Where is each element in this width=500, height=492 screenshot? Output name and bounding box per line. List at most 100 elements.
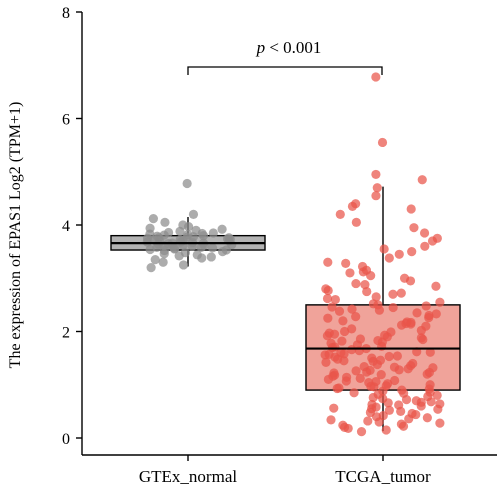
data-point: [323, 285, 333, 296]
data-point: [349, 388, 359, 398]
data-point: [351, 217, 361, 227]
data-point: [356, 427, 367, 437]
data-point: [406, 204, 416, 214]
data-point: [323, 257, 333, 267]
data-point: [341, 258, 351, 268]
data-point: [148, 214, 158, 224]
significance-label: p < 0.001: [256, 38, 322, 57]
data-point: [330, 294, 340, 305]
data-point: [362, 286, 372, 297]
data-point: [420, 241, 430, 251]
data-point: [388, 302, 398, 313]
data-point: [217, 224, 227, 234]
data-point: [150, 255, 160, 265]
data-point: [384, 253, 394, 263]
data-point: [409, 223, 419, 233]
data-point: [396, 406, 406, 416]
data-point: [206, 252, 216, 262]
bracket-line: [187, 66, 383, 75]
data-point: [419, 228, 430, 238]
data-point: [334, 306, 345, 316]
data-point: [175, 226, 185, 236]
data-point: [371, 191, 381, 201]
data-point: [351, 311, 361, 322]
data-point: [341, 376, 351, 386]
data-point: [159, 249, 169, 259]
data-point: [366, 270, 376, 281]
data-point: [330, 342, 340, 352]
data-point: [406, 317, 416, 328]
data-point: [407, 247, 417, 257]
data-point: [371, 72, 381, 82]
data-point: [351, 366, 361, 376]
data-point: [145, 244, 155, 255]
data-point: [198, 231, 209, 241]
data-point: [424, 367, 435, 378]
data-point: [339, 326, 350, 337]
points-layer: [111, 72, 460, 437]
data-point: [338, 316, 348, 326]
data-point: [418, 334, 428, 345]
data-point: [389, 362, 400, 372]
data-point: [398, 421, 409, 431]
data-point: [396, 288, 406, 298]
data-point: [347, 304, 357, 314]
data-point: [431, 281, 441, 291]
data-point: [365, 365, 375, 375]
data-point: [322, 293, 333, 304]
data-point: [411, 409, 421, 420]
data-point: [207, 243, 218, 253]
x-category-label: TCGA_tumor: [335, 467, 431, 486]
data-point: [339, 349, 349, 359]
data-point: [390, 375, 400, 386]
data-point: [366, 381, 376, 391]
y-tick-label: 0: [62, 431, 70, 448]
data-point: [323, 374, 334, 385]
y-tick-label: 4: [62, 218, 70, 235]
data-point: [355, 334, 366, 344]
data-point: [388, 289, 398, 299]
p-symbol: p: [256, 38, 266, 57]
data-point: [197, 253, 207, 263]
data-point: [327, 302, 337, 312]
x-category-label: GTEx_normal: [139, 467, 237, 486]
y-axis-title: The expression of EPAS1 Log2 (TPM+1): [7, 102, 24, 369]
data-point: [174, 251, 184, 261]
data-point: [372, 359, 382, 370]
data-point: [435, 297, 445, 307]
y-ticks: 0 2 4 6 8: [62, 5, 82, 448]
data-point: [404, 414, 414, 424]
data-point: [384, 351, 394, 362]
data-point: [217, 247, 228, 257]
data-point: [321, 357, 331, 367]
data-point: [371, 292, 381, 302]
data-point: [339, 356, 349, 366]
data-point: [372, 183, 382, 193]
data-point: [329, 403, 339, 413]
data-point: [379, 244, 389, 254]
data-point: [373, 335, 383, 346]
data-point: [360, 280, 370, 290]
data-point: [424, 313, 434, 323]
data-point: [178, 260, 189, 270]
data-point: [403, 364, 413, 374]
data-point: [435, 418, 445, 428]
data-point: [433, 404, 443, 414]
significance-bracket: p < 0.001: [187, 38, 383, 75]
data-point: [432, 390, 442, 400]
data-point: [183, 221, 194, 232]
data-point: [324, 349, 334, 359]
data-point: [421, 301, 431, 311]
data-point: [374, 417, 384, 427]
data-point: [367, 399, 377, 410]
data-point: [401, 395, 412, 405]
data-point: [431, 309, 441, 319]
data-point: [326, 415, 336, 425]
data-point: [182, 178, 192, 189]
data-point: [335, 209, 345, 219]
data-point: [371, 169, 381, 180]
data-point: [323, 313, 333, 323]
data-point: [416, 397, 426, 407]
data-point: [392, 351, 402, 361]
